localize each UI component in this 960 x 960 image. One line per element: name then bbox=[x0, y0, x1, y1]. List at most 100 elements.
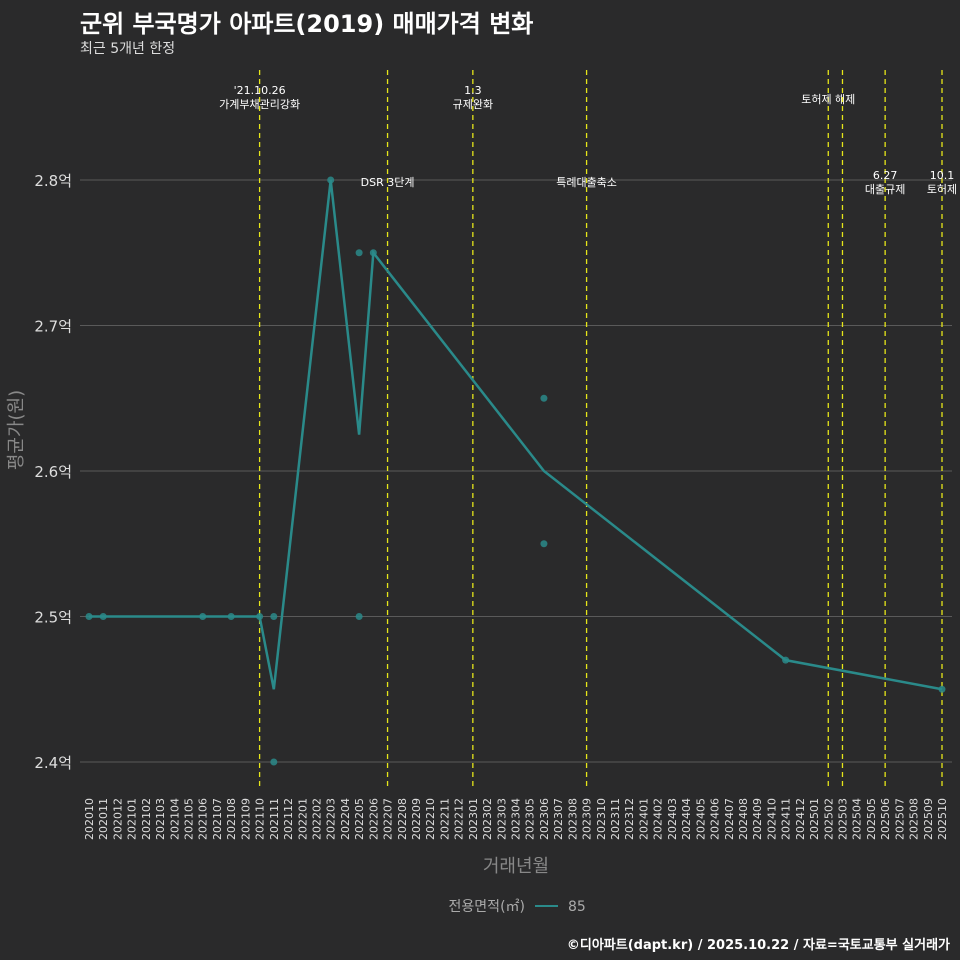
data-point bbox=[540, 394, 548, 402]
x-tick-label: 202011 bbox=[97, 798, 110, 840]
event-label: 규제완화 bbox=[453, 98, 493, 111]
x-tick-label: 202012 bbox=[111, 798, 124, 840]
x-tick-label: 202506 bbox=[879, 798, 892, 840]
x-tick-label: 202411 bbox=[780, 798, 793, 840]
chart-subtitle: 최근 5개년 한정 bbox=[80, 41, 176, 57]
x-tick-label: 202410 bbox=[765, 798, 778, 840]
x-tick-label: 202105 bbox=[183, 798, 196, 840]
data-point bbox=[199, 613, 207, 620]
x-tick-label: 202502 bbox=[822, 798, 835, 840]
x-tick-label: 202302 bbox=[481, 798, 494, 840]
x-tick-label: 202102 bbox=[140, 798, 153, 840]
x-tick-label: 202301 bbox=[467, 798, 480, 840]
x-tick-label: 202312 bbox=[623, 798, 636, 840]
x-tick-label: 202501 bbox=[808, 798, 821, 840]
caption: ©디아파트(dapt.kr) / 2025.10.22 / 자료=국토교통부 실… bbox=[566, 938, 950, 953]
legend-title: 전용면적(㎡) bbox=[449, 899, 525, 915]
x-tick-label: 202405 bbox=[694, 798, 707, 840]
x-tick-label: 202108 bbox=[225, 798, 238, 840]
x-tick-label: 202409 bbox=[751, 798, 764, 840]
x-tick-label: 202203 bbox=[325, 798, 338, 840]
x-tick-label: 202303 bbox=[495, 798, 508, 840]
y-tick-label: 2.7억 bbox=[34, 318, 72, 336]
x-tick-label: 202104 bbox=[168, 798, 181, 840]
legend-entry: 85 bbox=[568, 899, 586, 915]
event-label: 10.1 bbox=[930, 169, 955, 182]
chart-title: 군위 부국명가 아파트(2019) 매매가격 변화 bbox=[80, 10, 534, 38]
event-label: 토허제 bbox=[927, 183, 957, 196]
x-tick-label: 202509 bbox=[922, 798, 935, 840]
x-tick-label: 202212 bbox=[453, 798, 466, 840]
x-tick-label: 202503 bbox=[836, 798, 849, 840]
x-tick-label: 202401 bbox=[637, 798, 650, 840]
y-tick-label: 2.5억 bbox=[34, 609, 72, 627]
event-label: 대출규제 bbox=[865, 183, 905, 196]
x-tick-label: 202406 bbox=[709, 798, 722, 840]
series-line bbox=[89, 179, 943, 691]
event-label: 1.3 bbox=[464, 84, 482, 97]
x-tick-label: 202209 bbox=[410, 798, 423, 840]
x-tick-label: 202210 bbox=[424, 798, 437, 840]
event-label: 특례대출축소 bbox=[556, 176, 617, 189]
x-tick-label: 202107 bbox=[211, 798, 224, 840]
data-point bbox=[355, 249, 363, 257]
x-tick-label: 202310 bbox=[595, 798, 608, 840]
x-tick-label: 202308 bbox=[566, 798, 579, 840]
data-point bbox=[938, 685, 946, 693]
x-tick-label: 202211 bbox=[438, 798, 451, 840]
x-tick-label: 202010 bbox=[83, 798, 96, 840]
data-point bbox=[355, 613, 363, 620]
x-tick-label: 202305 bbox=[524, 798, 537, 840]
x-tick-label: 202402 bbox=[652, 798, 665, 840]
x-tick-label: 202404 bbox=[680, 798, 693, 840]
y-tick-label: 2.8억 bbox=[34, 172, 72, 190]
x-tick-label: 202507 bbox=[893, 798, 906, 840]
x-tick-label: 202208 bbox=[396, 798, 409, 840]
event-label: '21.10.26 bbox=[234, 84, 286, 97]
x-tick-label: 202101 bbox=[126, 798, 139, 840]
x-tick-label: 202307 bbox=[552, 798, 565, 840]
data-point bbox=[270, 613, 278, 620]
x-tick-label: 202111 bbox=[268, 798, 281, 840]
x-tick-label: 202112 bbox=[282, 798, 295, 840]
x-tick-label: 202510 bbox=[936, 798, 949, 840]
x-tick-label: 202309 bbox=[581, 798, 594, 840]
x-tick-label: 202311 bbox=[609, 798, 622, 840]
event-label: 가계부채관리강화 bbox=[219, 98, 300, 111]
x-tick-label: 202202 bbox=[310, 798, 323, 840]
data-point bbox=[369, 249, 377, 257]
x-tick-label: 202109 bbox=[239, 798, 252, 840]
data-point bbox=[782, 656, 790, 664]
x-tick-label: 202106 bbox=[197, 798, 210, 840]
data-point bbox=[256, 613, 264, 620]
event-label: 토허제 해제 bbox=[801, 92, 855, 106]
event-label: DSR 3단계 bbox=[361, 176, 415, 189]
x-tick-label: 202206 bbox=[367, 798, 380, 840]
x-tick-label: 202403 bbox=[666, 798, 679, 840]
x-tick-label: 202504 bbox=[851, 798, 864, 840]
y-tick-label: 2.4억 bbox=[34, 754, 72, 772]
x-tick-label: 202205 bbox=[353, 798, 366, 840]
x-tick-label: 202201 bbox=[296, 798, 309, 840]
x-tick-label: 202508 bbox=[908, 798, 921, 840]
x-tick-label: 202412 bbox=[794, 798, 807, 840]
x-axis-label: 거래년월 bbox=[483, 856, 549, 877]
x-tick-label: 202304 bbox=[510, 798, 523, 840]
data-point bbox=[99, 613, 107, 620]
event-label: 6.27 bbox=[873, 169, 898, 182]
data-point bbox=[227, 613, 235, 620]
x-tick-label: 202306 bbox=[538, 798, 551, 840]
data-point bbox=[270, 758, 278, 766]
data-point bbox=[540, 540, 548, 548]
data-point bbox=[85, 613, 93, 620]
y-tick-label: 2.6억 bbox=[34, 463, 72, 481]
y-axis-label: 평균가(원) bbox=[6, 390, 27, 470]
x-tick-label: 202207 bbox=[382, 798, 395, 840]
x-tick-label: 202407 bbox=[723, 798, 736, 840]
x-tick-label: 202505 bbox=[865, 798, 878, 840]
x-tick-label: 202204 bbox=[339, 798, 352, 840]
data-point bbox=[327, 176, 335, 184]
x-tick-label: 202408 bbox=[737, 798, 750, 840]
